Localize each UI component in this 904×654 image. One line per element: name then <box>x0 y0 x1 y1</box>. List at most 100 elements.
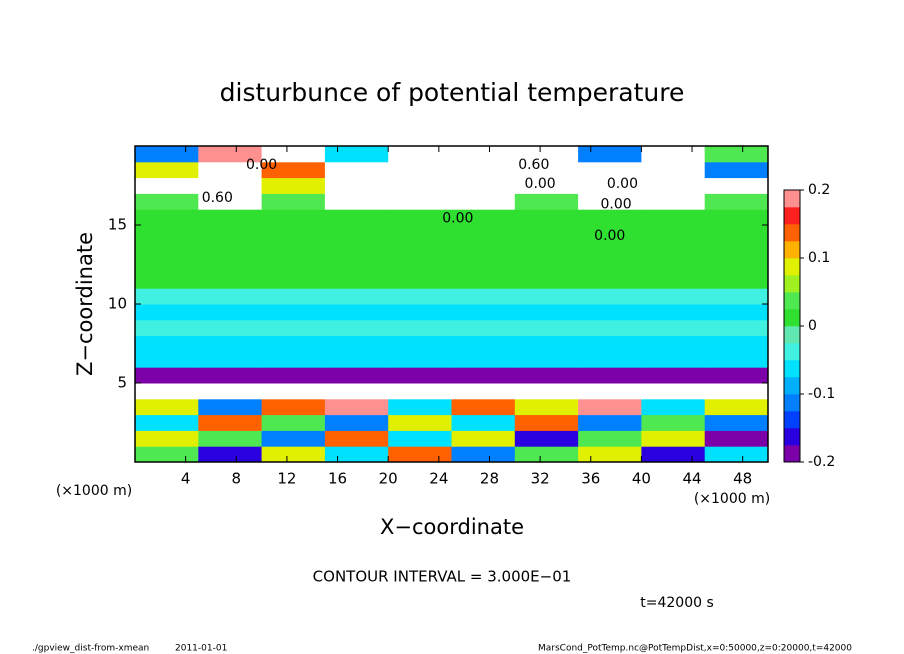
heatmap-cell <box>578 225 642 242</box>
colorbar-tick-label: 0 <box>808 318 817 334</box>
colorbar-tick-label: 0.2 <box>808 182 830 198</box>
heatmap-cell <box>135 177 199 194</box>
colorbar-tick-label: -0.2 <box>808 454 835 470</box>
heatmap-cell <box>261 414 326 431</box>
heatmap-cell <box>198 398 263 416</box>
contour-label: 0.00 <box>246 157 277 173</box>
heatmap-cell <box>641 335 706 352</box>
colorbar-segment <box>784 292 800 310</box>
y-tick-label: 15 <box>108 216 127 234</box>
heatmap-cell <box>451 383 516 400</box>
heatmap-cell <box>514 335 579 352</box>
heatmap-cell <box>578 398 642 416</box>
heatmap-cell <box>135 193 199 210</box>
heatmap-cell <box>388 161 452 179</box>
heatmap-cell <box>451 304 516 321</box>
heatmap-cell <box>514 161 579 179</box>
colorbar-segment <box>784 207 800 225</box>
heatmap-cell <box>198 256 263 273</box>
colorbar-segment <box>784 258 800 276</box>
heatmap-cell <box>198 335 263 352</box>
heatmap-cell <box>641 177 706 194</box>
heatmap-cell <box>704 256 769 273</box>
heatmap-cell <box>261 161 326 179</box>
heatmap-cell <box>388 446 452 463</box>
heatmap-cell <box>198 193 263 210</box>
x-tick-label: 28 <box>480 470 499 488</box>
heatmap-cell <box>641 209 706 226</box>
heatmap-cell <box>578 256 642 273</box>
heatmap-cell <box>324 430 389 447</box>
heatmap-cell <box>388 335 452 352</box>
heatmap-cell <box>388 398 452 416</box>
colorbar-segment <box>784 377 800 395</box>
x-tick-label: 48 <box>733 470 752 488</box>
heatmap-cell <box>451 398 516 416</box>
y-tick-label: 5 <box>117 374 127 392</box>
heatmap-cell <box>641 193 706 210</box>
heatmap-cell <box>514 240 579 258</box>
heatmap-cell <box>704 383 769 400</box>
x-unit-label: (×1000 m) <box>694 491 770 507</box>
heatmap-cell <box>388 383 452 400</box>
heatmap-cell <box>261 225 326 242</box>
heatmap-cell <box>324 272 389 289</box>
heatmap-cell <box>578 430 642 447</box>
heatmap-cell <box>641 398 706 416</box>
heatmap-cell <box>135 240 199 258</box>
heatmap-cell <box>261 319 326 337</box>
heatmap-cell <box>388 146 452 163</box>
heatmap-cell <box>578 351 642 368</box>
heatmap-cell <box>514 177 579 194</box>
heatmap-cell <box>198 351 263 368</box>
heatmap-cell <box>641 146 706 163</box>
heatmap-cell <box>578 319 642 337</box>
heatmap-cell <box>704 335 769 352</box>
heatmap-cell <box>451 430 516 447</box>
heatmap-cell <box>704 304 769 321</box>
heatmap-cell <box>704 146 769 163</box>
contour-interval: CONTOUR INTERVAL = 3.000E−01 <box>313 568 572 586</box>
heatmap-cell <box>704 225 769 242</box>
x-tick-label: 8 <box>232 470 242 488</box>
heatmap-cell <box>514 367 579 384</box>
heatmap-cell <box>324 240 389 258</box>
footer-right: MarsCond_PotTemp.nc@PotTempDist,x=0:5000… <box>538 644 852 654</box>
contour-label: 0.00 <box>607 176 638 192</box>
heatmap-cell <box>324 414 389 431</box>
heatmap-cell <box>324 383 389 400</box>
x-tick-label: 4 <box>181 470 191 488</box>
heatmap-cell <box>514 319 579 337</box>
heatmap-cell <box>135 225 199 242</box>
heatmap-cell <box>704 351 769 368</box>
heatmap-cell <box>578 193 642 210</box>
colorbar-tick-label: 0.1 <box>808 250 830 266</box>
colorbar-segment <box>784 241 800 259</box>
x-axis-label: X−coordinate <box>380 515 524 539</box>
heatmap-cell <box>324 335 389 352</box>
heatmap-cell <box>135 256 199 273</box>
heatmap-cell <box>198 414 263 431</box>
contour-label: 0.60 <box>202 190 233 206</box>
heatmap-cell <box>578 414 642 431</box>
heatmap-cell <box>135 351 199 368</box>
heatmap-cell <box>388 256 452 273</box>
heatmap-cell <box>641 319 706 337</box>
colorbar-segment <box>784 309 800 327</box>
heatmap-cell <box>704 367 769 384</box>
heatmap-cell <box>261 304 326 321</box>
colorbar-segment <box>784 394 800 412</box>
heatmap-cell <box>324 288 389 305</box>
heatmap-cell <box>324 398 389 416</box>
heatmap-cell <box>198 225 263 242</box>
colorbar-tick-label: -0.1 <box>808 386 835 402</box>
x-tick-label: 20 <box>379 470 398 488</box>
heatmap-cell <box>451 161 516 179</box>
colorbar-segment <box>784 445 800 463</box>
heatmap-cell <box>704 430 769 447</box>
heatmap-cell <box>324 256 389 273</box>
heatmap-cell <box>324 319 389 337</box>
heatmap-cell <box>578 446 642 463</box>
heatmap-cell <box>135 398 199 416</box>
heatmap-cell <box>198 383 263 400</box>
